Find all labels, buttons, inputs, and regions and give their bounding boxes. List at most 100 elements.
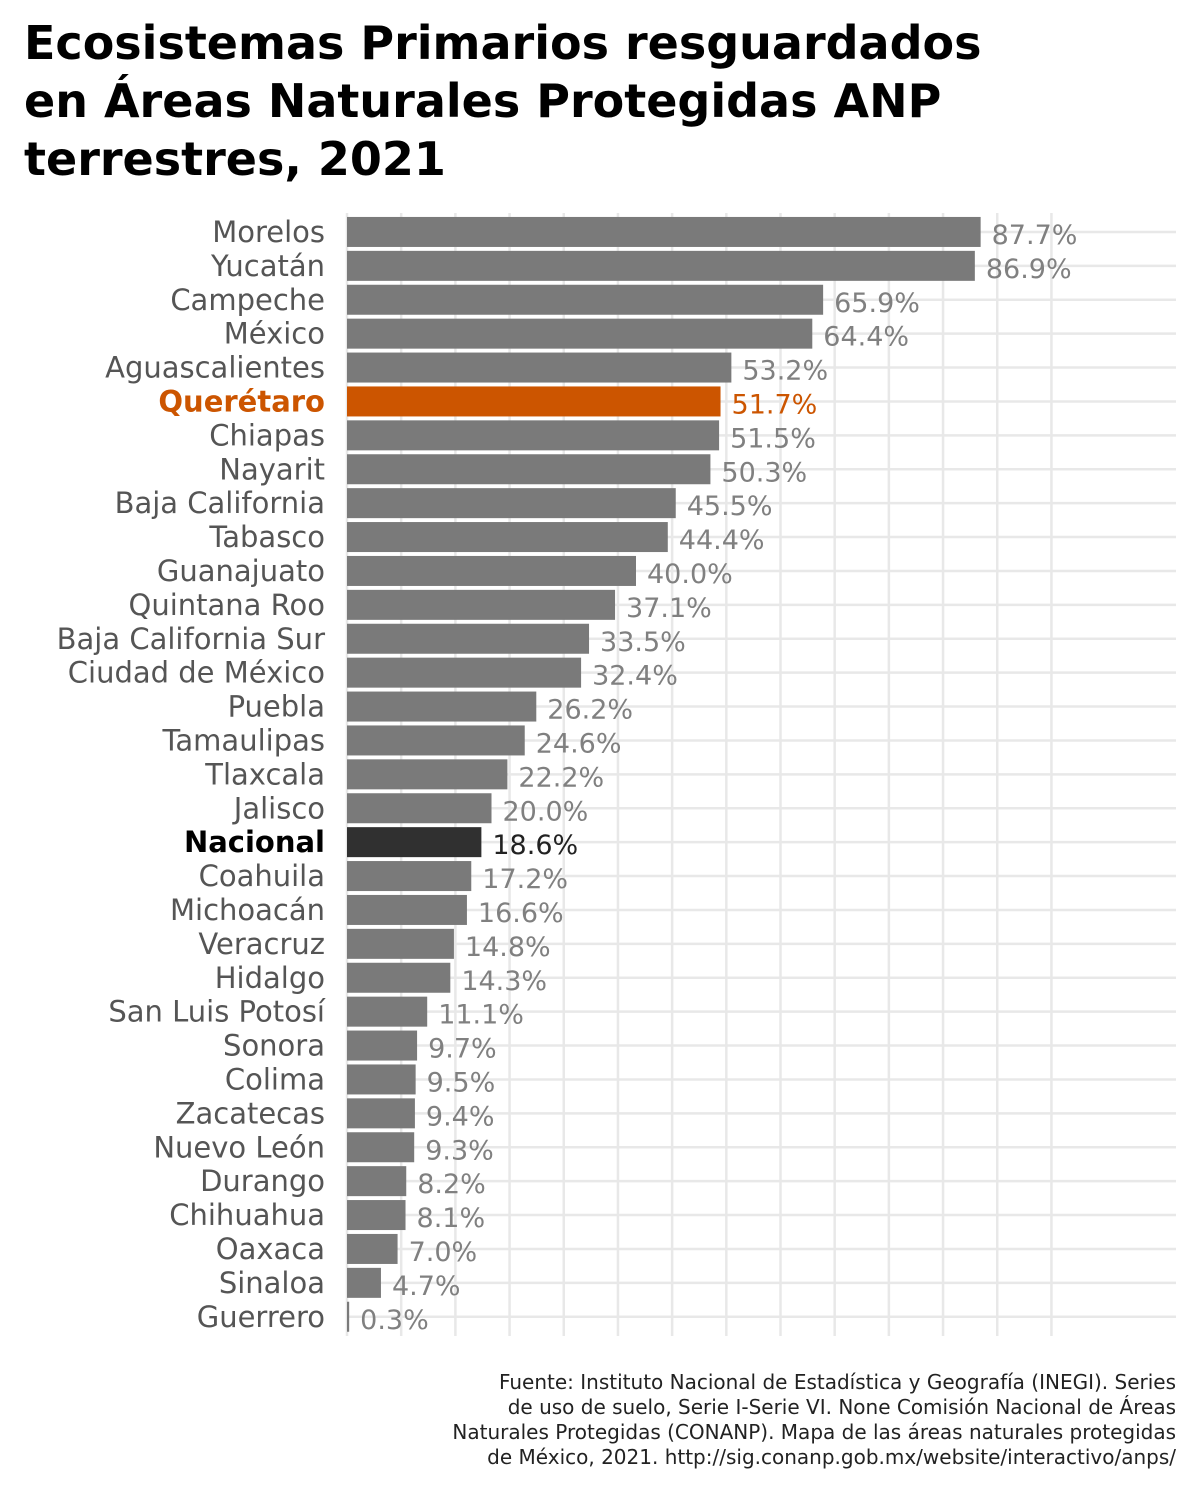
value-label: 26.2%: [547, 695, 633, 726]
bar: [347, 1267, 381, 1298]
value-label: 86.9%: [986, 254, 1072, 285]
category-label: Sinaloa: [219, 1266, 325, 1300]
value-label: 18.6%: [492, 830, 578, 861]
bar: [347, 589, 616, 620]
bar: [347, 1301, 350, 1332]
category-label: Guanajuato: [157, 554, 325, 588]
category-label: Puebla: [228, 690, 325, 724]
category-label: Campeche: [170, 283, 325, 317]
bar: [347, 352, 732, 383]
bar: [347, 1064, 416, 1095]
value-label: 40.0%: [647, 559, 733, 590]
value-label: 22.2%: [518, 762, 604, 793]
bar: [347, 318, 813, 349]
category-label: Veracruz: [198, 927, 325, 961]
category-label: Jalisco: [232, 791, 325, 825]
bar: [347, 827, 482, 858]
value-label: 24.6%: [536, 728, 622, 759]
bar: [347, 555, 636, 586]
category-label: Yucatán: [210, 249, 325, 283]
value-label: 33.5%: [600, 627, 686, 658]
chart-title: Ecosistemas Primarios resguardados en Ár…: [24, 14, 1174, 188]
value-label: 44.4%: [679, 525, 765, 556]
bar: [347, 657, 582, 688]
bar: [347, 1098, 415, 1129]
bar: [347, 928, 454, 959]
value-label: 8.2%: [417, 1169, 486, 1200]
value-label: 37.1%: [626, 593, 712, 624]
value-label: 64.4%: [823, 322, 909, 353]
value-label: 17.2%: [482, 864, 568, 895]
category-label: Coahuila: [199, 859, 325, 893]
category-label: Tamaulipas: [162, 723, 326, 757]
source-line: Fuente: Instituto Nacional de Estadístic…: [498, 1370, 1176, 1394]
source-line: de uso de suelo, Serie I-Serie VI. None …: [507, 1395, 1176, 1419]
category-label: Chiapas: [209, 418, 325, 452]
category-label: Nuevo León: [153, 1130, 325, 1164]
category-label: Nacional: [184, 825, 325, 859]
value-label: 45.5%: [687, 491, 773, 522]
value-label: 4.7%: [392, 1271, 461, 1302]
category-label: Durango: [200, 1164, 325, 1198]
category-label: Oaxaca: [216, 1232, 325, 1266]
value-label: 8.1%: [417, 1203, 486, 1234]
bar: [347, 284, 824, 315]
category-label: Tabasco: [208, 520, 325, 554]
chart-title-line: en Áreas Naturales Protegidas ANP: [24, 74, 942, 128]
bar: [347, 454, 711, 485]
value-label: 32.4%: [592, 661, 678, 692]
value-label: 9.3%: [425, 1135, 494, 1166]
value-label: 50.3%: [721, 457, 807, 488]
bar: [347, 1166, 407, 1197]
category-label: Chihuahua: [169, 1198, 325, 1232]
category-label: Sonora: [223, 1029, 325, 1063]
bar: [347, 759, 508, 790]
bar: [347, 522, 668, 553]
source-line: Naturales Protegidas (CONANP). Mapa de l…: [452, 1420, 1176, 1444]
value-label: 14.8%: [465, 932, 551, 963]
category-label: Colima: [225, 1062, 325, 1096]
bar: [347, 996, 428, 1027]
bar: [347, 1030, 418, 1061]
category-label: Baja California Sur: [57, 622, 325, 656]
category-label: Tlaxcala: [204, 757, 325, 791]
chart-title-line: Ecosistemas Primarios resguardados: [24, 16, 982, 70]
bar: [347, 1132, 415, 1163]
category-label: San Luis Potosí: [108, 995, 326, 1029]
value-label: 51.7%: [732, 389, 818, 420]
category-label: Quintana Roo: [129, 588, 326, 622]
value-label: 20.0%: [503, 796, 589, 827]
bar: [347, 623, 590, 654]
bar: [347, 962, 451, 993]
value-label: 14.3%: [461, 966, 547, 997]
category-label: Morelos: [212, 215, 325, 249]
value-label: 51.5%: [730, 423, 816, 454]
bar: [347, 386, 721, 417]
value-label: 53.2%: [742, 356, 828, 387]
value-label: 0.3%: [360, 1305, 429, 1336]
bar: [347, 488, 676, 519]
bar: [347, 1200, 406, 1231]
value-label: 11.1%: [438, 1000, 524, 1031]
value-label: 16.6%: [478, 898, 564, 929]
bar: [347, 691, 537, 722]
source-line: de México, 2021. http://sig.conanp.gob.m…: [487, 1445, 1176, 1469]
source-note: Fuente: Instituto Nacional de Estadístic…: [276, 1370, 1176, 1470]
category-label: Aguascalientes: [105, 351, 325, 385]
value-label: 65.9%: [834, 288, 920, 319]
bar: [347, 861, 472, 892]
bar: [347, 216, 981, 247]
bar: [347, 894, 467, 925]
chart-title-line: terrestres, 2021: [24, 132, 446, 186]
value-label: 9.4%: [426, 1101, 495, 1132]
bar: [347, 793, 492, 824]
category-label: Baja California: [115, 486, 325, 520]
bar: [347, 420, 720, 451]
bar: [347, 725, 525, 756]
bar-chart: Morelos 87.7% Yucatán 86.9% Campeche 65.9% Méx…: [57, 213, 1176, 1336]
value-label: 7.0%: [409, 1237, 478, 1268]
category-label: Ciudad de México: [68, 656, 325, 690]
value-label: 87.7%: [992, 220, 1078, 251]
category-label: Zacatecas: [176, 1096, 325, 1130]
category-label: Michoacán: [170, 893, 325, 927]
